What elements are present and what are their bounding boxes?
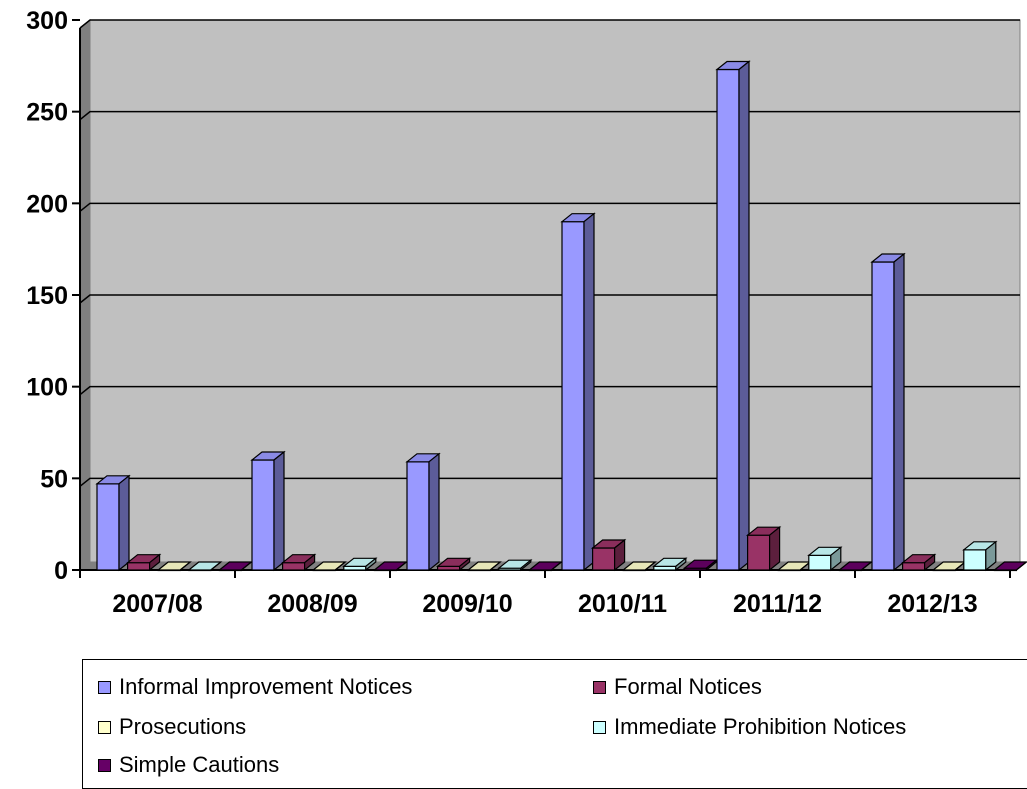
bar-immediate-prohibition-notices-2009-10	[497, 558, 533, 572]
x-tick-label: 2011/12	[733, 590, 822, 618]
bar-informal-improvement-notices-2009-10	[405, 452, 441, 572]
y-tick-label: 200	[26, 190, 68, 218]
bar-informal-improvement-notices-2010-11	[560, 212, 596, 572]
y-tick-label: 300	[26, 7, 68, 35]
x-tick-label: 2007/08	[112, 590, 202, 618]
bar-formal-notices-2011-12	[745, 525, 782, 572]
bar-informal-improvement-notices-2008-09	[250, 450, 286, 572]
legend-item-prosecutions: Prosecutions	[98, 714, 246, 740]
bar-informal-improvement-notices-2012-13	[870, 252, 906, 572]
bar-prosecutions-2009-10	[466, 561, 502, 572]
legend: Informal Improvement Notices Formal Noti…	[82, 659, 1027, 789]
legend-item-immediate-prohibition-notices: Immediate Prohibition Notices	[593, 714, 906, 740]
bar-prosecutions-2008-09	[311, 561, 347, 572]
gridline	[79, 385, 1020, 396]
bar-immediate-prohibition-notices-2011-12	[807, 546, 843, 572]
legend-label: Prosecutions	[119, 714, 247, 739]
y-tick-label: 100	[26, 374, 68, 402]
legend-swatch	[98, 758, 111, 772]
legend-label: Immediate Prohibition Notices	[614, 714, 907, 739]
bar-immediate-prohibition-notices-2008-09	[342, 557, 378, 572]
legend-item-formal-notices: Formal Notices	[593, 674, 762, 700]
bar-immediate-prohibition-notices-2012-13	[962, 540, 998, 572]
plot-side-wall	[79, 18, 91, 572]
gridline	[79, 477, 1020, 487]
gridlines	[79, 19, 1020, 487]
bar-simple-cautions-2012-13	[992, 561, 1027, 572]
legend-swatch	[98, 720, 111, 734]
x-tick-label: 2012/13	[887, 590, 977, 618]
bar-prosecutions-2010-11	[621, 561, 657, 572]
bar-prosecutions-2007-08	[156, 561, 192, 572]
bar-formal-notices-2009-10	[435, 557, 472, 572]
x-tick-label: 2010/11	[578, 590, 667, 618]
y-axis-ticks: 0 50 100 150 200 250 300	[26, 7, 80, 585]
bar-formal-notices-2008-09	[280, 553, 317, 572]
y-tick-label: 0	[54, 557, 68, 585]
gridline	[79, 110, 1020, 121]
bar-chart: 0 50 100 150 200 250 300 2007/08 2008/09 2009/10…	[26, 7, 1027, 618]
x-tick-label: 2009/10	[422, 590, 512, 618]
legend-swatch	[593, 680, 606, 694]
bar-informal-improvement-notices-2011-12	[715, 60, 751, 572]
legend-item-simple-cautions: Simple Cautions	[98, 752, 279, 778]
bar-formal-notices-2012-13	[900, 553, 937, 572]
bar-informal-improvement-notices-2007-08	[95, 474, 131, 572]
y-tick-label: 250	[26, 99, 68, 127]
gridline	[79, 19, 1020, 29]
x-tick-label: 2008/09	[267, 590, 357, 618]
legend-label: Simple Cautions	[119, 752, 280, 777]
bar-simple-cautions-2008-09	[372, 561, 409, 572]
legend-swatch	[98, 680, 111, 694]
legend-label: Formal Notices	[614, 674, 762, 699]
legend-item-informal-improvement-notices: Informal Improvement Notices	[98, 674, 412, 700]
y-tick-label: 50	[40, 465, 68, 493]
bar-formal-notices-2010-11	[590, 538, 627, 572]
x-axis-ticks: 2007/08 2008/09 2009/10 2010/11 2011/12 2012/…	[79, 570, 1011, 618]
y-tick-label: 150	[26, 282, 68, 310]
legend-swatch	[593, 720, 606, 734]
legend-label: Informal Improvement Notices	[119, 674, 413, 699]
gridline	[79, 202, 1020, 212]
bars	[95, 60, 1027, 572]
bar-formal-notices-2007-08	[125, 553, 162, 572]
bar-simple-cautions-2007-08	[217, 561, 254, 572]
bar-immediate-prohibition-notices-2010-11	[652, 557, 688, 572]
bar-immediate-prohibition-notices-2007-08	[187, 561, 223, 572]
gridline	[79, 294, 1020, 304]
